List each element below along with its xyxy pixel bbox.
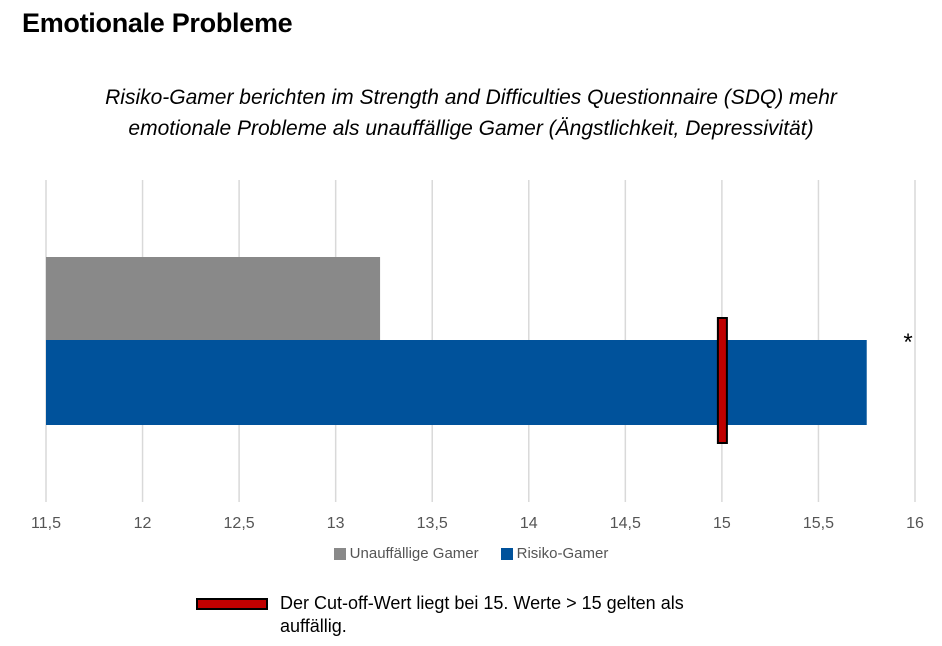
cutoff-note: Der Cut-off-Wert liegt bei 15. Werte > 1…	[196, 592, 720, 638]
x-tick-label: 14	[520, 515, 538, 532]
x-tick-label: 12,5	[224, 515, 255, 532]
cutoff-marker	[716, 317, 728, 444]
legend-swatch-risiko-gamer	[500, 547, 513, 560]
legend-swatch-unauffaellige-gamer	[333, 547, 346, 560]
x-tick-label: 16	[906, 515, 924, 532]
cutoff-marker-swatch	[196, 598, 268, 610]
significance-marker: *	[903, 329, 912, 356]
x-tick-label: 12	[134, 515, 152, 532]
legend-label-unauffaellige-gamer: Unauffällige Gamer	[349, 545, 479, 562]
legend-item-risiko-gamer: Risiko-Gamer	[500, 545, 609, 562]
subtitle-line-2: emotionale Probleme als unauffällige Gam…	[128, 117, 814, 140]
bar-unauffaellige-gamer	[46, 257, 381, 341]
legend: Unauffällige Gamer Risiko-Gamer	[0, 545, 942, 562]
bar-risiko-gamer	[46, 340, 867, 425]
x-tick-label: 13,5	[417, 515, 448, 532]
x-tick-label: 11,5	[31, 515, 61, 532]
x-tick-label: 13	[327, 515, 345, 532]
bars: *	[46, 257, 913, 444]
bar-chart: * 11,5 12 12,5 13 13,5 14 14,5 15 15,5 16	[31, 180, 924, 532]
page-title: Emotionale Probleme	[22, 8, 293, 38]
legend-item-unauffaellige-gamer: Unauffällige Gamer	[333, 545, 479, 562]
x-tick-label: 14,5	[610, 515, 641, 532]
tick-labels: 11,5 12 12,5 13 13,5 14 14,5 15 15,5 16	[31, 515, 924, 532]
cutoff-note-text: Der Cut-off-Wert liegt bei 15. Werte > 1…	[280, 593, 684, 636]
x-tick-label: 15	[713, 515, 731, 532]
subtitle-line-1: Risiko-Gamer berichten im Strength and D…	[105, 86, 837, 109]
chart-subtitle: Risiko-Gamer berichten im Strength and D…	[0, 82, 942, 144]
legend-label-risiko-gamer: Risiko-Gamer	[516, 545, 609, 562]
x-tick-label: 15,5	[803, 515, 834, 532]
